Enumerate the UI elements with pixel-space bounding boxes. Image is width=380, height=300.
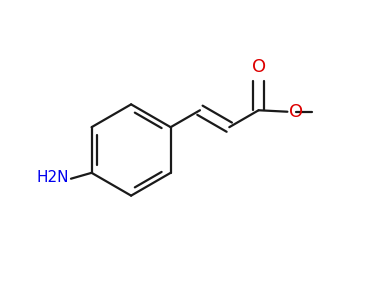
Text: O: O bbox=[289, 103, 303, 121]
Text: H2N: H2N bbox=[36, 170, 69, 185]
Text: O: O bbox=[252, 58, 266, 76]
